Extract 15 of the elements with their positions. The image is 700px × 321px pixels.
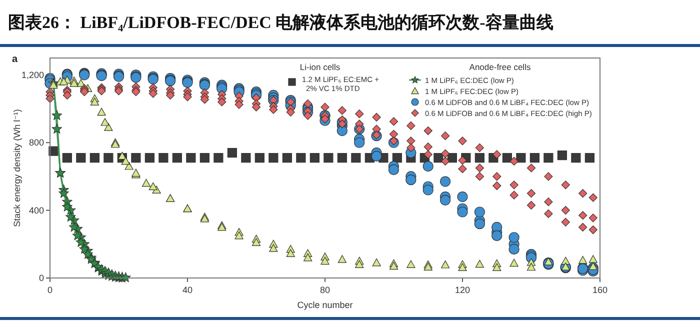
x-tick-label: 120: [454, 285, 470, 295]
text: a: [12, 54, 18, 65]
annotation: Li-ion cells: [300, 62, 340, 72]
y-tick-label: 400: [28, 205, 44, 216]
x-tick-label: 0: [47, 285, 53, 295]
annotation: Anode-free cells: [469, 62, 531, 72]
x-tick-label: 40: [182, 285, 193, 295]
y-tick-label: 0: [38, 273, 44, 283]
x-tick-label: 160: [592, 285, 608, 295]
y-tick-label: 1,200: [21, 70, 44, 80]
chart-title: 图表26： LiBF₄/LiDFOB-FEC/DEC 电解液体系电池的循环次数-容量曲线: [8, 13, 554, 32]
y-axis-title: Stack energy density (Wh l⁻¹): [12, 109, 22, 227]
x-tick-label: 80: [320, 285, 330, 295]
y-tick-label: 800: [28, 138, 44, 148]
x-axis-title: Cycle number: [297, 300, 353, 310]
